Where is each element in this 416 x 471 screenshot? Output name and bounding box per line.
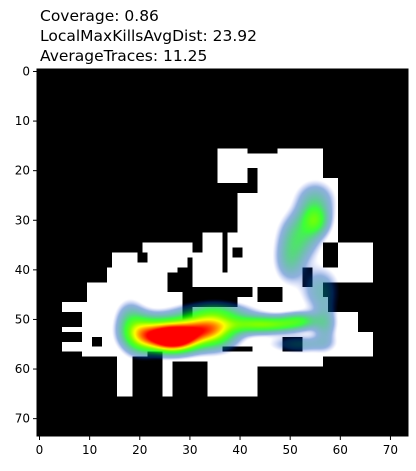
x-tick-label-70: 70	[383, 443, 398, 457]
y-tick-label-30: 30	[15, 213, 30, 227]
y-tick-label-70: 70	[15, 412, 30, 426]
x-tick-label-0: 0	[36, 443, 44, 457]
x-tick-label-20: 20	[132, 443, 147, 457]
title-line-local-max-kills: LocalMaxKillsAvgDist: 23.92	[40, 27, 257, 45]
title-line-coverage: Coverage: 0.86	[40, 7, 159, 25]
y-tick-label-60: 60	[15, 362, 30, 376]
x-tick-label-10: 10	[82, 443, 97, 457]
y-axis: 0 10 20 30 40 50 60 70	[15, 64, 37, 426]
x-tick-label-60: 60	[333, 443, 348, 457]
y-tick-label-40: 40	[15, 263, 30, 277]
y-tick-label-0: 0	[22, 64, 30, 78]
x-tick-label-40: 40	[232, 443, 247, 457]
x-tick-label-50: 50	[283, 443, 298, 457]
chart-title: Coverage: 0.86 LocalMaxKillsAvgDist: 23.…	[40, 6, 257, 66]
y-tick-label-20: 20	[15, 164, 30, 178]
x-axis: 0 10 20 30 40 50 60 70	[36, 436, 398, 457]
y-tick-label-10: 10	[15, 114, 30, 128]
trace-heat-overlay	[37, 69, 408, 436]
x-tick-label-30: 30	[182, 443, 197, 457]
y-tick-label-50: 50	[15, 312, 30, 326]
plot-frame	[36, 68, 409, 437]
title-line-average-traces: AverageTraces: 11.25	[40, 47, 208, 65]
